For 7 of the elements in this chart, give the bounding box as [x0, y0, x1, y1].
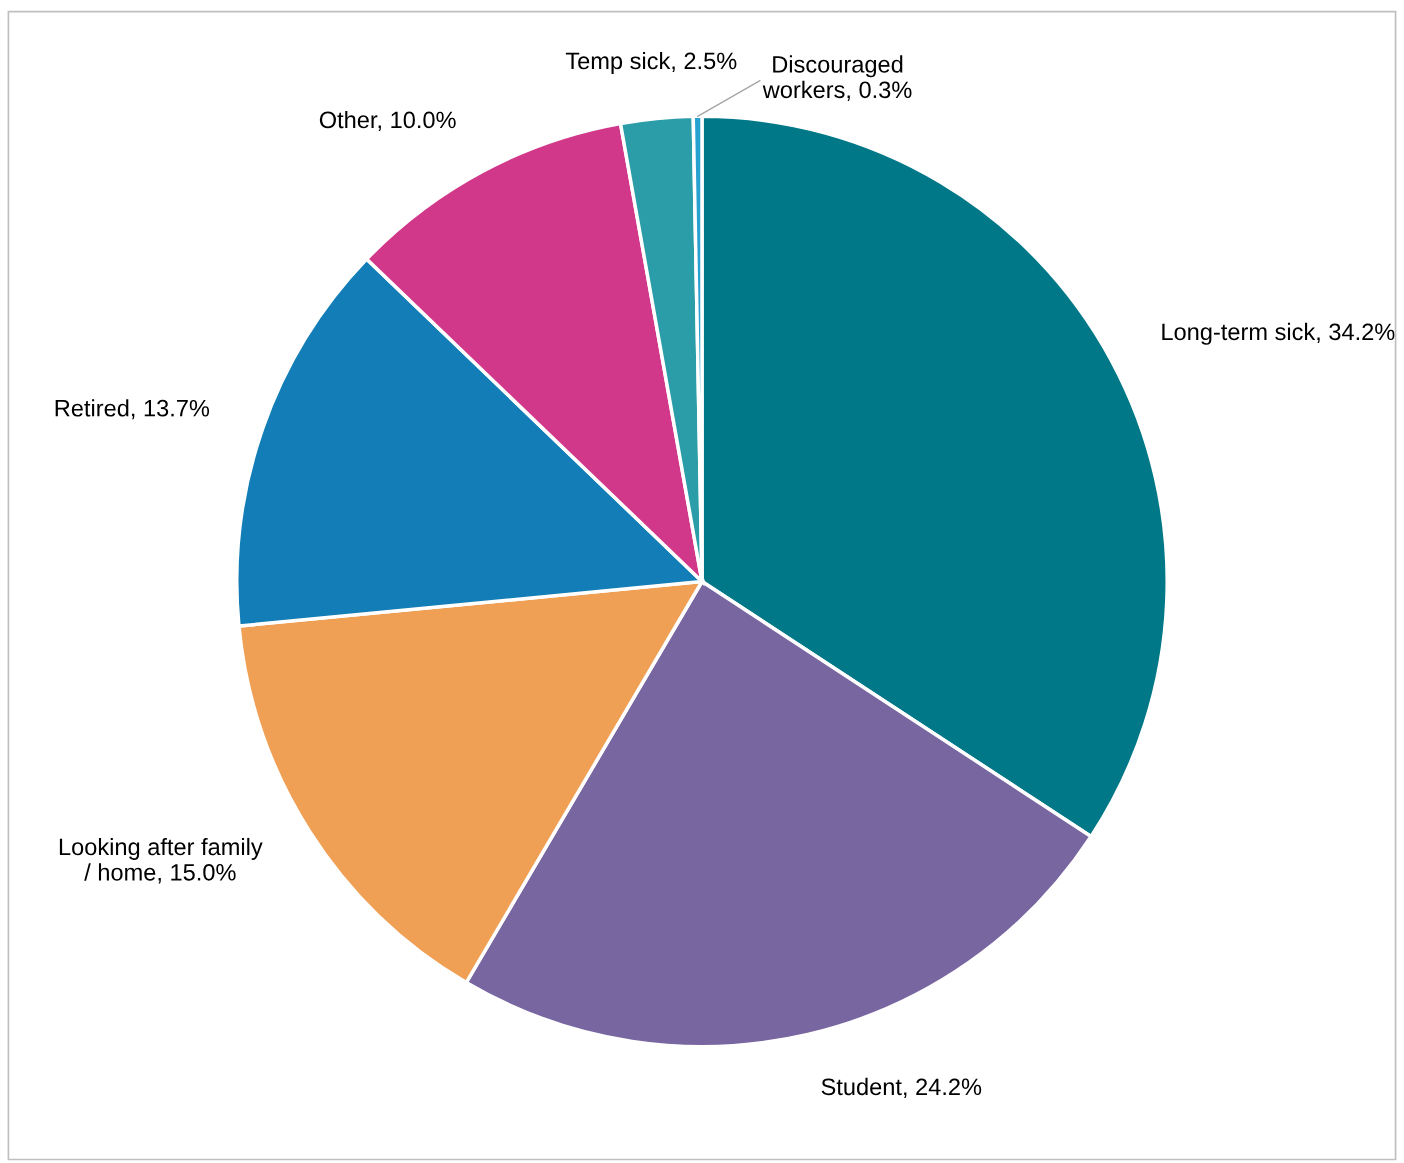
- slice-label: Long-term sick, 34.2%: [1162, 322, 1395, 345]
- slice-label: Discouraged workers, 0.3%: [762, 55, 912, 101]
- slice-label: Temp sick, 2.5%: [565, 51, 737, 74]
- slice-label: Student, 24.2%: [821, 1077, 982, 1098]
- slice-label: Retired, 13.7%: [55, 399, 210, 420]
- slice-label: Looking after family / home, 15.0%: [59, 837, 263, 884]
- slice-label: Other, 10.0%: [319, 110, 456, 132]
